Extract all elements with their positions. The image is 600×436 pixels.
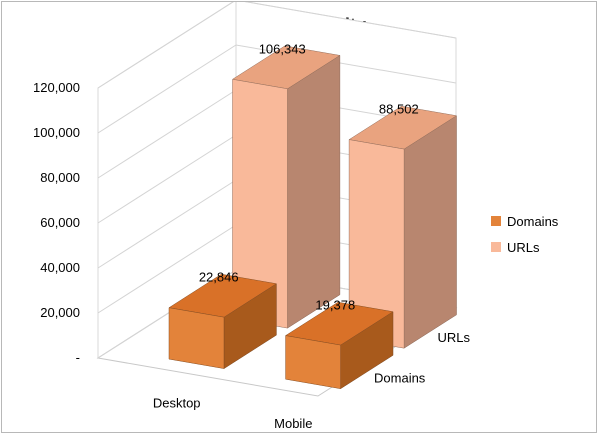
urls-bar-mobile: 88,502 <box>348 102 458 349</box>
y-tick-label: - <box>76 350 80 365</box>
depth-axis-labels: URLs Domains <box>374 330 470 385</box>
category-labels: Desktop Mobile <box>153 396 313 431</box>
y-tick-label: 20,000 <box>40 305 80 320</box>
urls-series: 106,343 88,502 <box>231 41 458 349</box>
legend-label: Domains <box>507 214 559 229</box>
y-tick-label: 40,000 <box>40 260 80 275</box>
y-tick-label: 100,000 <box>33 125 80 140</box>
domains-bar-mobile: 19,378 <box>284 298 394 390</box>
y-tick-label: 60,000 <box>40 215 80 230</box>
gridline <box>97 2 457 89</box>
depth-axis-label: Domains <box>374 370 426 385</box>
urls-data-label: 88,502 <box>379 102 419 117</box>
domains-series: 22,846 19,378 <box>168 270 394 390</box>
urls-bar-desktop: 106,343 <box>231 41 341 329</box>
depth-axis-label: URLs <box>438 330 471 345</box>
domains-data-label: 19,378 <box>315 298 355 313</box>
category-label: Mobile <box>274 416 312 431</box>
legend-swatch <box>491 242 501 252</box>
domains-data-label: 22,846 <box>199 270 239 285</box>
y-tick-label: 80,000 <box>40 170 80 185</box>
gridline <box>97 44 457 134</box>
y-axis-ticks: - 20,000 40,000 60,000 80,000 100,000 120,000 <box>33 80 80 365</box>
category-label: Desktop <box>153 396 201 411</box>
legend: Domains URLs <box>491 214 559 255</box>
domains-bar-desktop: 22,846 <box>168 270 278 370</box>
urls-data-label: 106,343 <box>259 41 306 56</box>
legend-swatch <box>491 216 501 226</box>
y-tick-label: 120,000 <box>33 80 80 95</box>
legend-label: URLs <box>507 240 540 255</box>
